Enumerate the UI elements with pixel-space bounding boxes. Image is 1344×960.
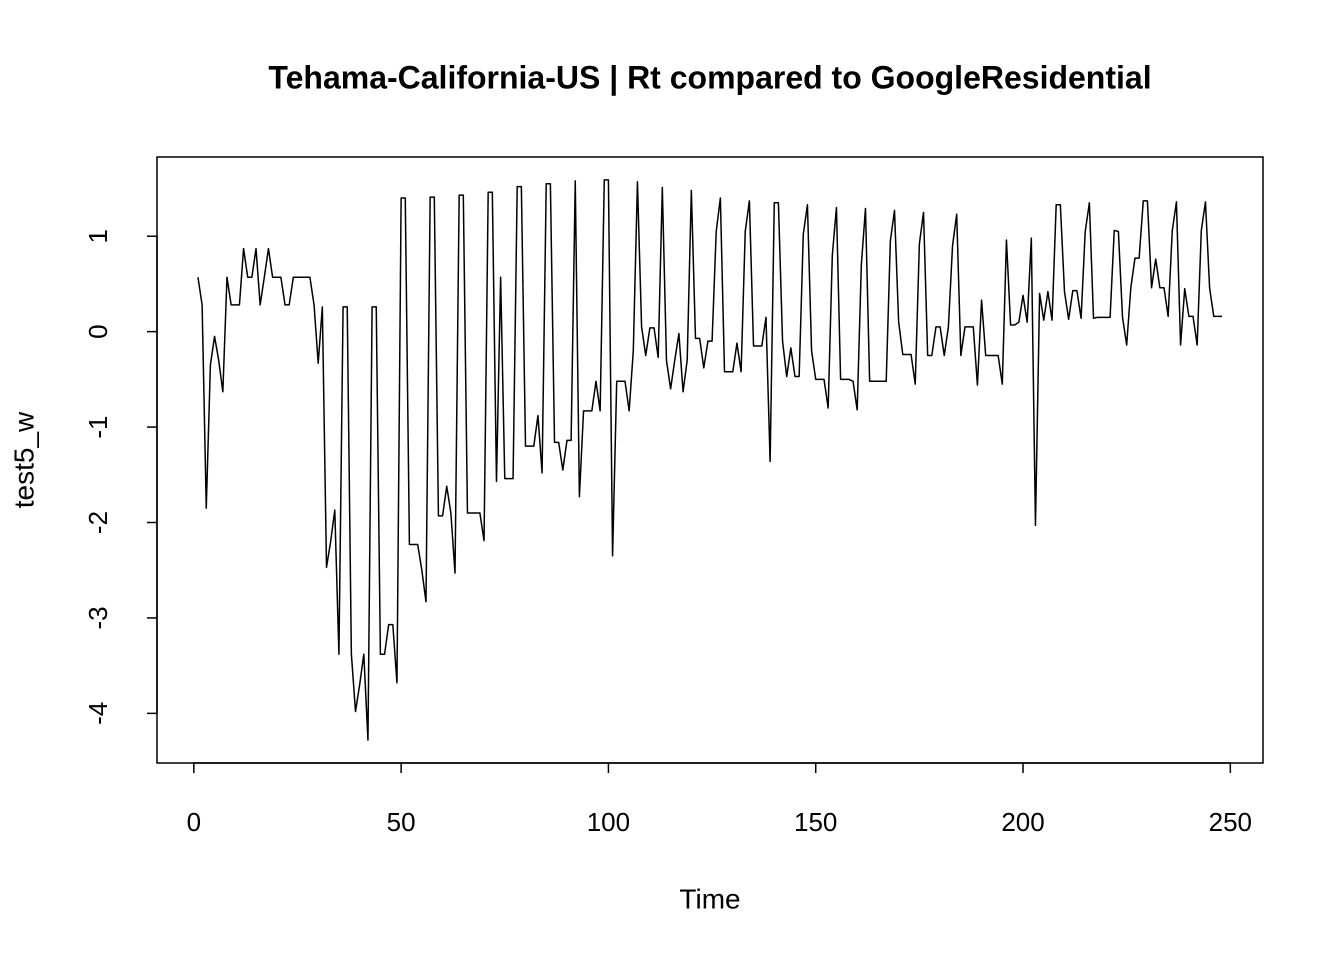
x-tick-label: 50 <box>387 807 416 837</box>
series-line <box>197 179 1223 741</box>
y-tick-label: -4 <box>83 702 113 725</box>
y-tick-label: -3 <box>83 606 113 629</box>
x-axis-label: Time <box>679 883 740 914</box>
y-tick-label: 1 <box>83 229 113 243</box>
x-tick-label: 0 <box>187 807 201 837</box>
x-tick-label: 100 <box>587 807 630 837</box>
plot-box <box>156 156 1264 764</box>
y-tick-label: -2 <box>83 511 113 534</box>
y-tick-label: -1 <box>83 416 113 439</box>
y-axis-label: test5_w <box>8 411 39 508</box>
y-tick-label: 0 <box>83 324 113 338</box>
x-tick-label: 250 <box>1209 807 1252 837</box>
x-tick-label: 150 <box>794 807 837 837</box>
x-tick-label: 200 <box>1001 807 1044 837</box>
chart-title: Tehama-California-US | Rt compared to Go… <box>268 59 1151 95</box>
